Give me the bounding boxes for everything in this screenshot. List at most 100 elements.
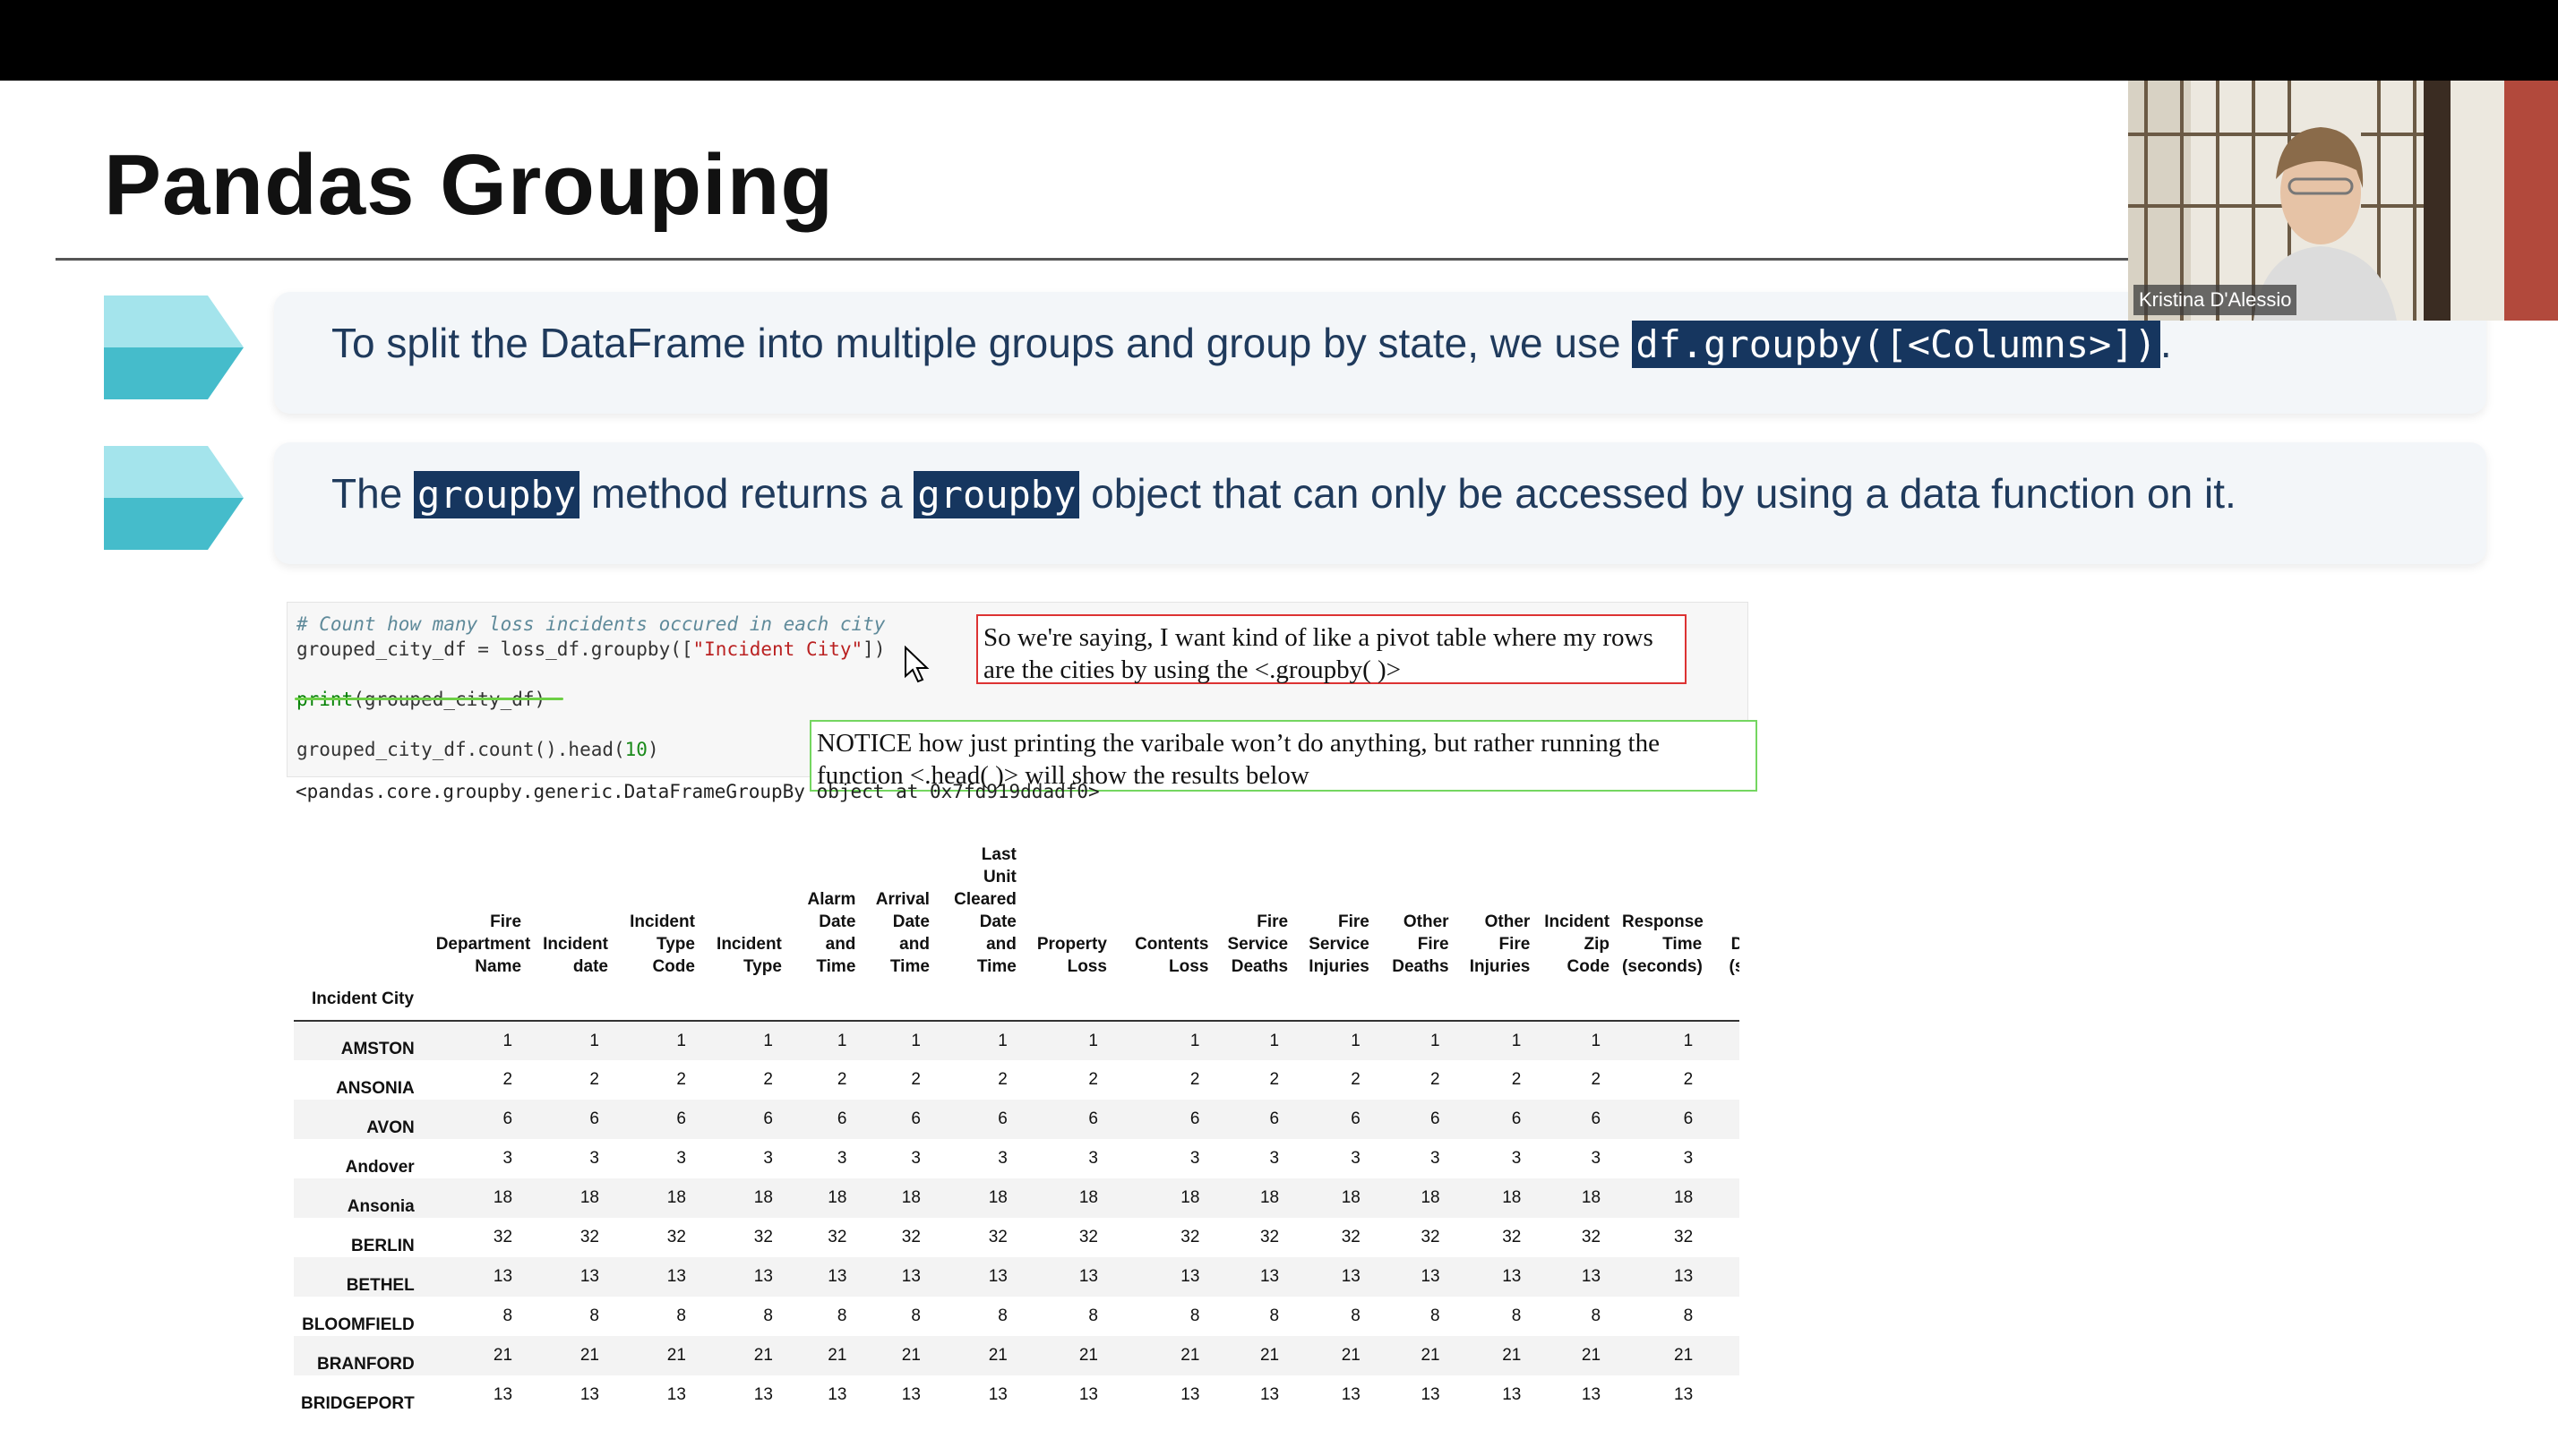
table-row: ANSONIA 2 2 2 2 2 2 2 2 2 2 2 2 2 2 2 bbox=[294, 1060, 1739, 1100]
presentation-slide: Pandas Grouping To split the DataFrame i… bbox=[0, 81, 2558, 1456]
table-cell bbox=[1711, 1336, 1739, 1375]
table-cell: 1 bbox=[1189, 1031, 1200, 1050]
table-row: Andover 3 3 3 3 3 3 3 3 3 3 3 3 3 3 3 bbox=[294, 1139, 1739, 1178]
index-row-spacer bbox=[1115, 978, 1218, 1022]
table-cell: 13 bbox=[1674, 1385, 1694, 1404]
table-cell: 13 bbox=[988, 1385, 1008, 1404]
table-row: AVON 6 6 6 6 6 6 6 6 6 6 6 6 6 6 6 bbox=[294, 1100, 1739, 1139]
chevron-arrow-icon bbox=[104, 446, 244, 550]
index-row-spacer bbox=[1297, 978, 1378, 1022]
table-cell: 3 bbox=[1511, 1149, 1522, 1168]
table-cell: 32 bbox=[1180, 1228, 1200, 1246]
table-cell: 2 bbox=[589, 1070, 599, 1089]
table-cell: 8 bbox=[1591, 1306, 1601, 1325]
code-comment: # Count how many loss incidents occured … bbox=[296, 613, 886, 635]
cell-output-text: <pandas.core.groupby.generic.DataFrameGr… bbox=[296, 781, 1100, 802]
table-cell: 1 bbox=[763, 1031, 773, 1050]
table-cell: 3 bbox=[676, 1149, 686, 1168]
table-cell: 6 bbox=[1683, 1109, 1694, 1128]
table-header-row: Fire Department Name Incident date Inciden… bbox=[294, 844, 1739, 978]
table-cell: 3 bbox=[1430, 1149, 1440, 1168]
column-header: Incident date bbox=[543, 935, 608, 976]
table-cell bbox=[1711, 1021, 1739, 1060]
table-cell: 13 bbox=[1180, 1385, 1200, 1404]
table-row: BLOOMFIELD 8 8 8 8 8 8 8 8 8 8 8 8 8 8 8 bbox=[294, 1297, 1739, 1336]
table-cell: 3 bbox=[589, 1149, 599, 1168]
table-cell: 13 bbox=[828, 1267, 847, 1286]
table-cell: 18 bbox=[1180, 1188, 1200, 1207]
table-cell: 3 bbox=[998, 1149, 1008, 1168]
table-cell: 3 bbox=[837, 1149, 847, 1168]
index-row-spacer bbox=[530, 978, 617, 1022]
table-cell: 3 bbox=[1269, 1149, 1280, 1168]
table-cell: 3 bbox=[1189, 1149, 1200, 1168]
table-cell: 6 bbox=[1430, 1109, 1440, 1128]
table-cell: 21 bbox=[1502, 1346, 1522, 1365]
table-cell: 18 bbox=[1341, 1188, 1361, 1207]
table-cell: 8 bbox=[1683, 1306, 1694, 1325]
table-cell: 32 bbox=[1259, 1228, 1280, 1246]
table-cell: 21 bbox=[988, 1346, 1008, 1365]
table-cell: 32 bbox=[493, 1228, 513, 1246]
table-cell: 32 bbox=[1502, 1228, 1522, 1246]
table-cell bbox=[1711, 1297, 1739, 1336]
bullet-text-1: To split the DataFrame into multiple gro… bbox=[331, 320, 2172, 368]
table-cell: 18 bbox=[1078, 1188, 1098, 1207]
table-cell: 3 bbox=[1591, 1149, 1601, 1168]
table-cell: 21 bbox=[1421, 1346, 1440, 1365]
table-cell: 13 bbox=[828, 1385, 847, 1404]
column-header: Incident Type bbox=[717, 935, 782, 976]
dataframe-output: Fire Department Name Incident date Inciden… bbox=[294, 844, 1739, 1456]
table-cell: 13 bbox=[988, 1267, 1008, 1286]
table-row: BETHEL 13 13 13 13 13 13 13 13 13 13 13 13 13 13 13 bbox=[294, 1257, 1739, 1297]
column-header: Property Loss bbox=[1036, 935, 1107, 976]
green-underline bbox=[295, 698, 563, 700]
index-row-spacer bbox=[1457, 978, 1540, 1022]
column-header: Other Fire Deaths bbox=[1392, 912, 1449, 976]
table-cell: 6 bbox=[837, 1109, 847, 1128]
table-cell: 32 bbox=[1341, 1228, 1361, 1246]
table-row: AMSTON 1 1 1 1 1 1 1 1 1 1 1 1 1 1 1 bbox=[294, 1021, 1739, 1060]
table-cell: 8 bbox=[911, 1306, 921, 1325]
table-cell: 13 bbox=[1421, 1385, 1440, 1404]
table-cell: 1 bbox=[1511, 1031, 1522, 1050]
table-cell: 21 bbox=[666, 1346, 686, 1365]
row-index-label: BRANFORD bbox=[316, 1355, 415, 1374]
row-index-label: BLOOMFIELD bbox=[302, 1315, 415, 1334]
table-cell: 8 bbox=[998, 1306, 1008, 1325]
table-cell: 6 bbox=[763, 1109, 773, 1128]
slide-title: Pandas Grouping bbox=[104, 137, 835, 233]
table-cell: 2 bbox=[911, 1070, 921, 1089]
table-cell: 32 bbox=[1674, 1228, 1694, 1246]
table-cell: 32 bbox=[579, 1228, 599, 1246]
table-cell: 13 bbox=[1078, 1385, 1098, 1404]
table-cell: 13 bbox=[1180, 1267, 1200, 1286]
table-cell: 13 bbox=[901, 1385, 921, 1404]
table-cell: 32 bbox=[1078, 1228, 1098, 1246]
table-cell: 13 bbox=[1259, 1385, 1280, 1404]
table-cell: 13 bbox=[579, 1267, 599, 1286]
table-row: Ansonia 18 18 18 18 18 18 18 18 18 18 18 18 18 18 18 bbox=[294, 1178, 1739, 1218]
table-cell bbox=[1711, 1375, 1739, 1415]
table-cell: 13 bbox=[1078, 1267, 1098, 1286]
table-cell: 8 bbox=[1511, 1306, 1522, 1325]
bullet-box-2: The groupby method returns a groupby obj… bbox=[274, 442, 2486, 564]
table-cell: 18 bbox=[1674, 1188, 1694, 1207]
row-index-label: ANSONIA bbox=[336, 1079, 415, 1098]
code-line-groupby: grouped_city_df = loss_df.groupby(["Inci… bbox=[296, 638, 886, 660]
table-cell: 3 bbox=[1683, 1149, 1694, 1168]
table-cell: 6 bbox=[589, 1109, 599, 1128]
table-cell bbox=[1711, 1139, 1739, 1178]
table-cell: 21 bbox=[1180, 1346, 1200, 1365]
table-cell: 6 bbox=[1189, 1109, 1200, 1128]
code-highlight: groupby bbox=[914, 471, 1080, 518]
table-cell: 21 bbox=[901, 1346, 921, 1365]
table-cell: 21 bbox=[753, 1346, 773, 1365]
table-cell: 32 bbox=[753, 1228, 773, 1246]
table-cell: 18 bbox=[901, 1188, 921, 1207]
bullet-row-1: To split the DataFrame into multiple gro… bbox=[0, 292, 2558, 414]
table-cell: 2 bbox=[1088, 1070, 1098, 1089]
table-cell: 1 bbox=[998, 1031, 1008, 1050]
presenter-name-label: Kristina D'Alessio bbox=[2133, 285, 2297, 315]
table-cell: 13 bbox=[666, 1267, 686, 1286]
